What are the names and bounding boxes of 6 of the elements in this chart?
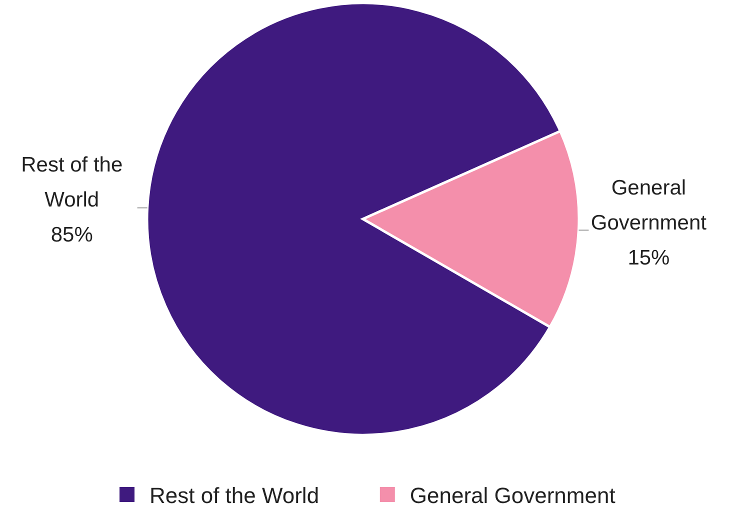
legend-label: General Government [410, 483, 616, 508]
slice-label: General Government [590, 176, 707, 234]
legend-label: Rest of the World [150, 483, 320, 508]
slice-label: Rest of the World [21, 154, 123, 212]
data-label: 15% [628, 246, 670, 270]
data-label: 85% [50, 224, 93, 247]
